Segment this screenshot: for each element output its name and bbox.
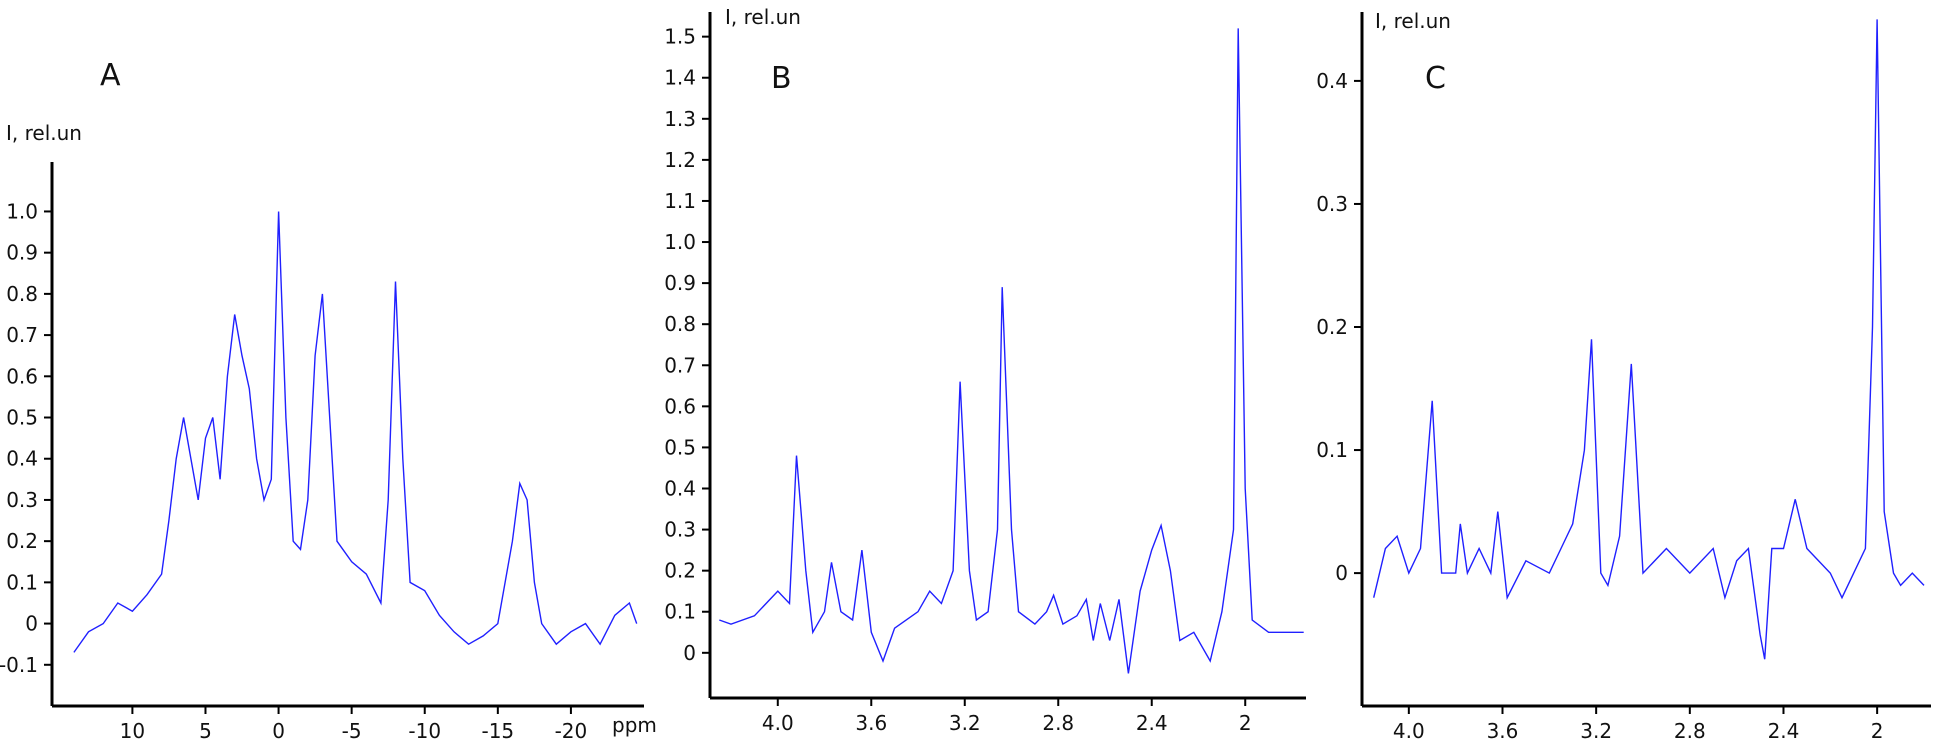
spectrum-line: [73, 211, 638, 653]
y-tick-label: 0.4: [6, 447, 38, 471]
x-tick-label: -5: [342, 719, 362, 743]
x-tick-label: 2: [1239, 711, 1252, 735]
y-tick-label: 0.8: [6, 282, 38, 306]
y-tick-label: 0: [1335, 561, 1348, 585]
y-tick-label: 0.7: [6, 323, 38, 347]
y-tick-label: 0.6: [6, 364, 38, 388]
y-tick-label: 1.5: [664, 25, 696, 49]
y-tick-label: 0: [25, 612, 38, 636]
y-axis-label: I, rel.un: [725, 5, 801, 29]
y-tick-label: 0.4: [664, 477, 696, 501]
y-tick-label: 0.2: [1316, 315, 1348, 339]
y-tick-label: 1.4: [664, 66, 696, 90]
y-tick-label: 0.3: [6, 488, 38, 512]
x-tick-label: 4.0: [1393, 719, 1425, 743]
y-tick-label: 0.2: [664, 559, 696, 583]
panel-label: B: [771, 61, 792, 96]
y-tick-label: 0.6: [664, 394, 696, 418]
panel-label: A: [100, 58, 121, 93]
x-tick-label: -15: [481, 719, 514, 743]
x-tick-label: 2.8: [1042, 711, 1074, 735]
y-tick-label: 0.8: [664, 312, 696, 336]
x-tick-label: 2.8: [1674, 719, 1706, 743]
x-tick-label: 10: [120, 719, 145, 743]
y-tick-label: 0.3: [664, 518, 696, 542]
x-tick-label: 2.4: [1768, 719, 1800, 743]
y-tick-label: 0: [683, 641, 696, 665]
x-tick-label: 3.2: [949, 711, 981, 735]
y-tick-label: 0.4: [1316, 69, 1348, 93]
y-tick-label: 1.3: [664, 107, 696, 131]
x-tick-label: 2: [1871, 719, 1884, 743]
x-tick-label: 0: [272, 719, 285, 743]
y-tick-label: 0.1: [664, 600, 696, 624]
x-tick-label: 3.2: [1580, 719, 1612, 743]
x-tick-label: 4.0: [762, 711, 794, 735]
x-tick-label: 2.4: [1136, 711, 1168, 735]
x-tick-label: 3.6: [855, 711, 887, 735]
y-tick-label: 0.1: [1316, 438, 1348, 462]
y-axis-label: I, rel.un: [6, 121, 82, 145]
y-axis-label: I, rel.un: [1375, 9, 1451, 33]
y-tick-label: 1.0: [664, 230, 696, 254]
y-tick-label: 0.5: [664, 435, 696, 459]
y-tick-label: -0.1: [0, 653, 38, 677]
spectrum-line: [1373, 19, 1925, 660]
y-tick-label: 0.5: [6, 406, 38, 430]
x-tick-label: 3.6: [1487, 719, 1519, 743]
y-tick-label: 0.7: [664, 353, 696, 377]
y-tick-label: 0.9: [664, 271, 696, 295]
x-tick-label: -10: [408, 719, 441, 743]
y-tick-label: 0.2: [6, 529, 38, 553]
y-tick-label: 1.1: [664, 189, 696, 213]
panel-label: C: [1425, 61, 1446, 96]
x-tick-label: 5: [199, 719, 212, 743]
y-tick-label: 1.2: [664, 148, 696, 172]
x-axis-label: ppm: [612, 713, 657, 737]
y-tick-label: 1.0: [6, 199, 38, 223]
y-tick-label: 0.3: [1316, 192, 1348, 216]
spectrum-line: [719, 28, 1304, 674]
x-tick-label: -20: [555, 719, 588, 743]
y-tick-label: 0.9: [6, 241, 38, 265]
y-tick-label: 0.1: [6, 570, 38, 594]
